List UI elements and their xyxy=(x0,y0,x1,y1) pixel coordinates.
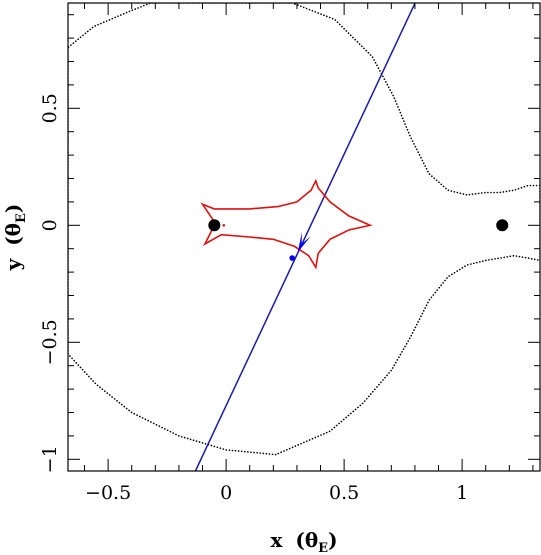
plot-area xyxy=(68,3,540,471)
x-tick-label: 0.5 xyxy=(329,482,359,504)
x-axis-theta: θ xyxy=(305,528,318,552)
lens-mass-2 xyxy=(496,219,509,232)
y-axis-open-paren: ( xyxy=(1,236,25,245)
x-axis-var: x xyxy=(270,528,283,552)
y-axis-close-paren: ) xyxy=(1,204,25,213)
ticks xyxy=(68,3,540,471)
lens-mass-1 xyxy=(208,219,221,232)
plot-frame xyxy=(67,2,541,472)
y-tick-label: 0.5 xyxy=(39,93,61,123)
y-tick-label: −0.5 xyxy=(39,319,61,365)
caustic-curve xyxy=(200,178,373,270)
x-axis-sub: E xyxy=(318,541,328,555)
x-axis-label: x (θE) xyxy=(270,528,337,555)
tick-labels: −0.5 0 0.5 1 −1 −0.5 0 0.5 xyxy=(39,93,468,504)
y-tick-label: 0 xyxy=(39,219,61,231)
y-axis-var: y xyxy=(1,257,25,271)
x-tick-label: 1 xyxy=(456,482,468,504)
y-axis-label: y (θE) xyxy=(1,204,29,272)
x-axis-open-paren: ( xyxy=(295,528,304,552)
source-direction-arrow xyxy=(297,232,311,253)
critical-curve xyxy=(68,3,540,456)
y-axis-sub: E xyxy=(14,213,29,223)
y-axis-theta: θ xyxy=(1,223,25,236)
x-axis-close-paren: ) xyxy=(328,528,337,552)
source-position xyxy=(289,255,296,261)
caustic-inner-point xyxy=(222,224,226,227)
x-tick-label: 0 xyxy=(220,482,232,504)
x-tick-label: −0.5 xyxy=(85,482,131,504)
source-trajectory xyxy=(194,3,416,471)
y-tick-label: −1 xyxy=(39,445,61,473)
